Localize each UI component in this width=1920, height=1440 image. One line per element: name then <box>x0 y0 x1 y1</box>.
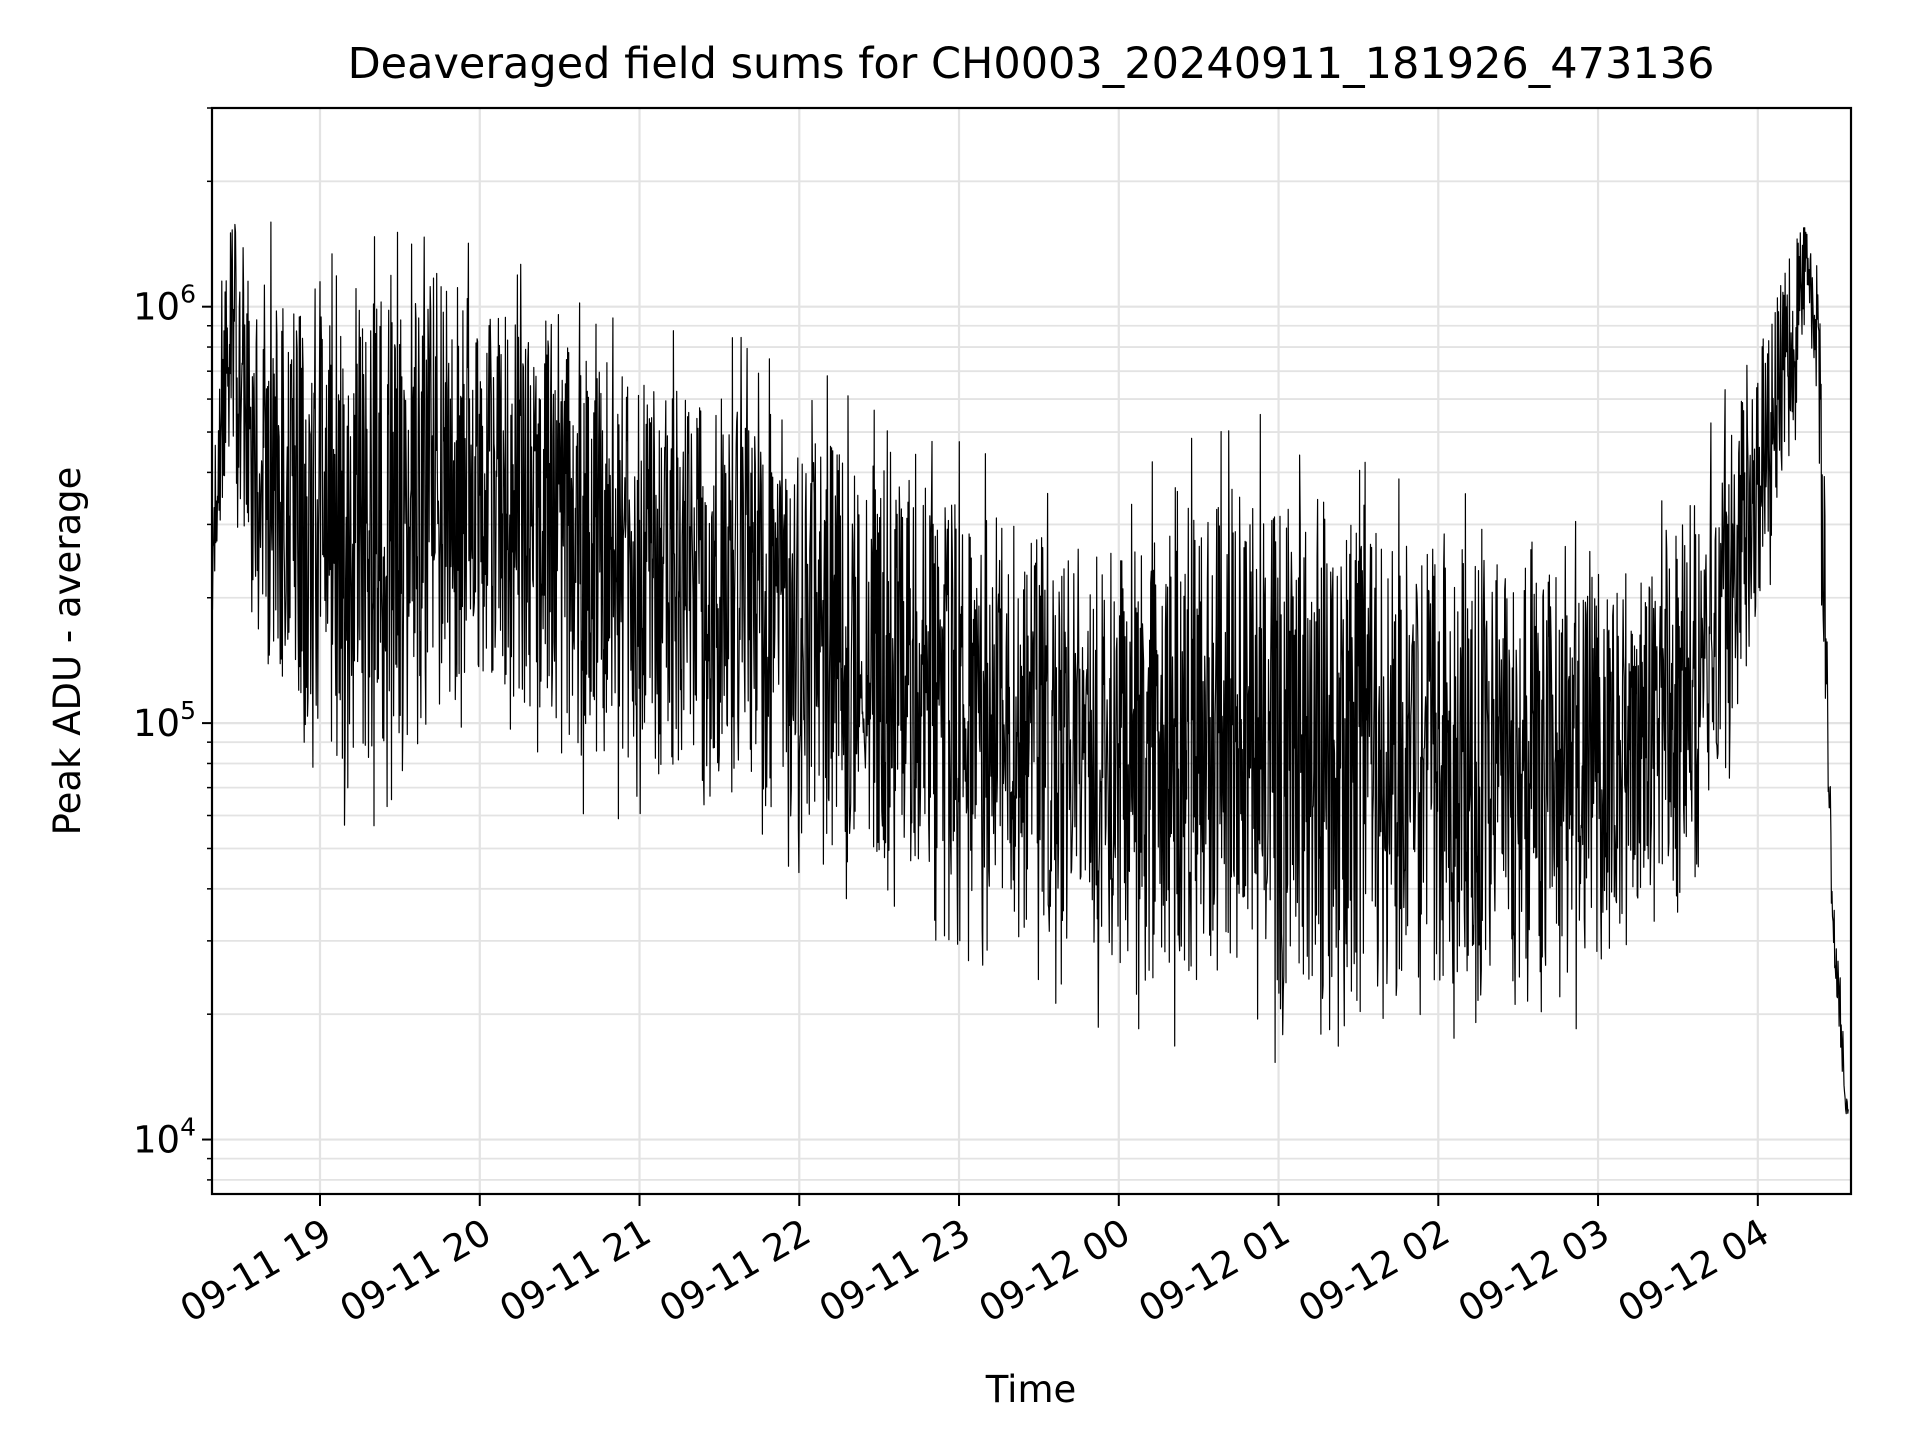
y-axis-label: Peak ADU - average <box>46 467 89 836</box>
y-axis: 104 105 106 <box>133 107 212 1181</box>
plot-frame <box>210 106 1853 1196</box>
y-tick-label: 106 <box>133 280 196 329</box>
series-line <box>211 221 1849 1115</box>
y-tick-label: 104 <box>133 1113 196 1162</box>
x-axis-label: Time <box>985 1368 1077 1411</box>
y-tick-label: 105 <box>133 696 196 745</box>
chart-title: Deaveraged field sums for CH0003_2024091… <box>348 39 1715 89</box>
